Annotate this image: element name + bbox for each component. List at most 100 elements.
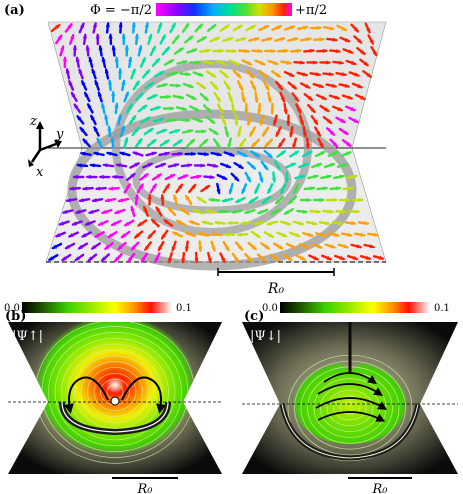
- spin-arrowhead: [291, 84, 298, 90]
- spin-arrowhead: [280, 188, 285, 195]
- spin-arrowhead: [55, 24, 61, 29]
- spin-arrowhead: [82, 138, 88, 144]
- spin-arrowhead: [302, 72, 309, 77]
- spin-arrowhead: [147, 162, 154, 167]
- y-axis-arrow: [39, 142, 57, 152]
- spin-arrowhead: [198, 72, 205, 77]
- spin-arrowhead: [313, 256, 320, 261]
- spin-arrowhead: [263, 25, 270, 30]
- spin-arrowhead: [270, 210, 276, 215]
- spin-arrowhead: [117, 198, 123, 203]
- spin-arrowhead: [143, 173, 150, 179]
- spin-arrowhead: [302, 209, 309, 214]
- spin-arrowhead: [343, 130, 349, 136]
- spin-arrowhead: [210, 119, 216, 125]
- spin-arrowhead: [351, 60, 358, 65]
- spin-arrowhead: [154, 257, 159, 264]
- spin-arrowhead: [113, 256, 120, 263]
- spin-arrowhead: [287, 199, 294, 205]
- spin-arrowhead: [134, 126, 140, 132]
- spin-arrowhead: [130, 172, 136, 178]
- spin-arrowhead: [251, 85, 256, 92]
- spin-arrowhead: [111, 174, 117, 180]
- spin-arrowhead: [178, 95, 185, 100]
- spin-arrowhead: [209, 175, 216, 180]
- spin-arrowhead: [225, 163, 232, 168]
- spin-arrowhead: [191, 183, 197, 190]
- spin-arrowhead: [208, 197, 214, 202]
- colorbar-b-max: 0.1: [176, 303, 192, 314]
- spin-arrowhead: [165, 46, 171, 52]
- spin-arrowhead: [342, 163, 349, 168]
- spin-arrowhead: [134, 33, 139, 39]
- spin-arrowhead: [249, 131, 254, 138]
- spin-arrowhead: [307, 150, 313, 156]
- spin-arrowhead: [164, 151, 171, 156]
- spin-arrowhead: [320, 151, 326, 156]
- spin-arrowhead: [280, 97, 285, 103]
- spin-arrowhead: [70, 91, 76, 98]
- spin-arrowhead: [227, 143, 232, 150]
- spin-arrowhead: [300, 256, 307, 261]
- spin-arrowhead: [179, 207, 186, 213]
- spin-arrowhead: [238, 245, 244, 251]
- spin-arrowhead: [329, 163, 336, 168]
- spin-arrowhead: [289, 132, 294, 138]
- spin-arrowhead: [306, 197, 313, 203]
- spin-arrowhead: [103, 245, 110, 250]
- spin-arrowhead: [274, 256, 280, 262]
- spin-arrowhead: [213, 130, 220, 135]
- spin-arrowhead: [292, 143, 297, 150]
- spin-arrowhead: [343, 244, 350, 249]
- flow-arrow-c-4: [317, 411, 386, 422]
- spin-arrowhead: [357, 84, 364, 89]
- spin-arrowhead: [96, 137, 102, 143]
- spin-arrowhead: [325, 221, 331, 226]
- spin-arrowhead: [310, 107, 316, 114]
- spin-arrowhead: [100, 209, 107, 214]
- spin-arrowhead: [105, 21, 110, 28]
- spin-arrowhead: [72, 174, 78, 180]
- spin-arrowhead: [65, 67, 70, 74]
- spin-arrowhead: [224, 132, 229, 138]
- spin-arrowhead: [155, 106, 162, 111]
- spin-arrowhead: [136, 221, 143, 227]
- spin-arrowhead: [168, 59, 175, 64]
- spin-arrowhead: [369, 39, 374, 46]
- spin-arrowhead: [285, 221, 292, 226]
- spin-arrowhead: [184, 246, 189, 253]
- spin-arrowhead: [162, 83, 169, 88]
- spin-arrowhead: [134, 80, 140, 86]
- spin-arrowhead: [90, 244, 97, 250]
- z-axis-label: z: [29, 114, 37, 129]
- density-contour: [74, 355, 156, 429]
- phase-colorbar: [156, 3, 292, 16]
- spin-arrowhead: [267, 97, 272, 104]
- spin-arrowhead: [283, 210, 290, 215]
- spin-arrowhead: [91, 198, 97, 203]
- spin-arrowhead: [289, 25, 296, 30]
- spin-arrowhead: [161, 33, 166, 40]
- spin-arrowhead: [248, 198, 254, 204]
- spin-arrowhead: [121, 33, 126, 39]
- spin-arrowhead: [373, 232, 380, 237]
- spin-arrowhead: [290, 162, 297, 167]
- spin-arrowhead: [79, 151, 86, 156]
- spin-arrowhead: [107, 233, 113, 238]
- spin-arrowhead: [94, 233, 100, 238]
- spin-arrowhead: [216, 96, 221, 103]
- panel-c-label: (c): [244, 309, 264, 324]
- spin-arrowhead: [346, 151, 353, 156]
- spin-arrowhead: [126, 182, 131, 189]
- spin-arrowhead: [307, 96, 314, 101]
- spin-arrowhead: [108, 33, 113, 39]
- spin-arrowhead: [333, 151, 340, 156]
- spin-arrowhead: [348, 49, 354, 54]
- spin-arrowhead: [360, 95, 367, 100]
- panel-a-label: (a): [4, 3, 25, 18]
- spin-arrowhead: [311, 221, 318, 226]
- spin-arrowhead: [352, 255, 359, 260]
- spin-arrowhead: [321, 95, 328, 100]
- panel-b-label: (b): [5, 309, 26, 324]
